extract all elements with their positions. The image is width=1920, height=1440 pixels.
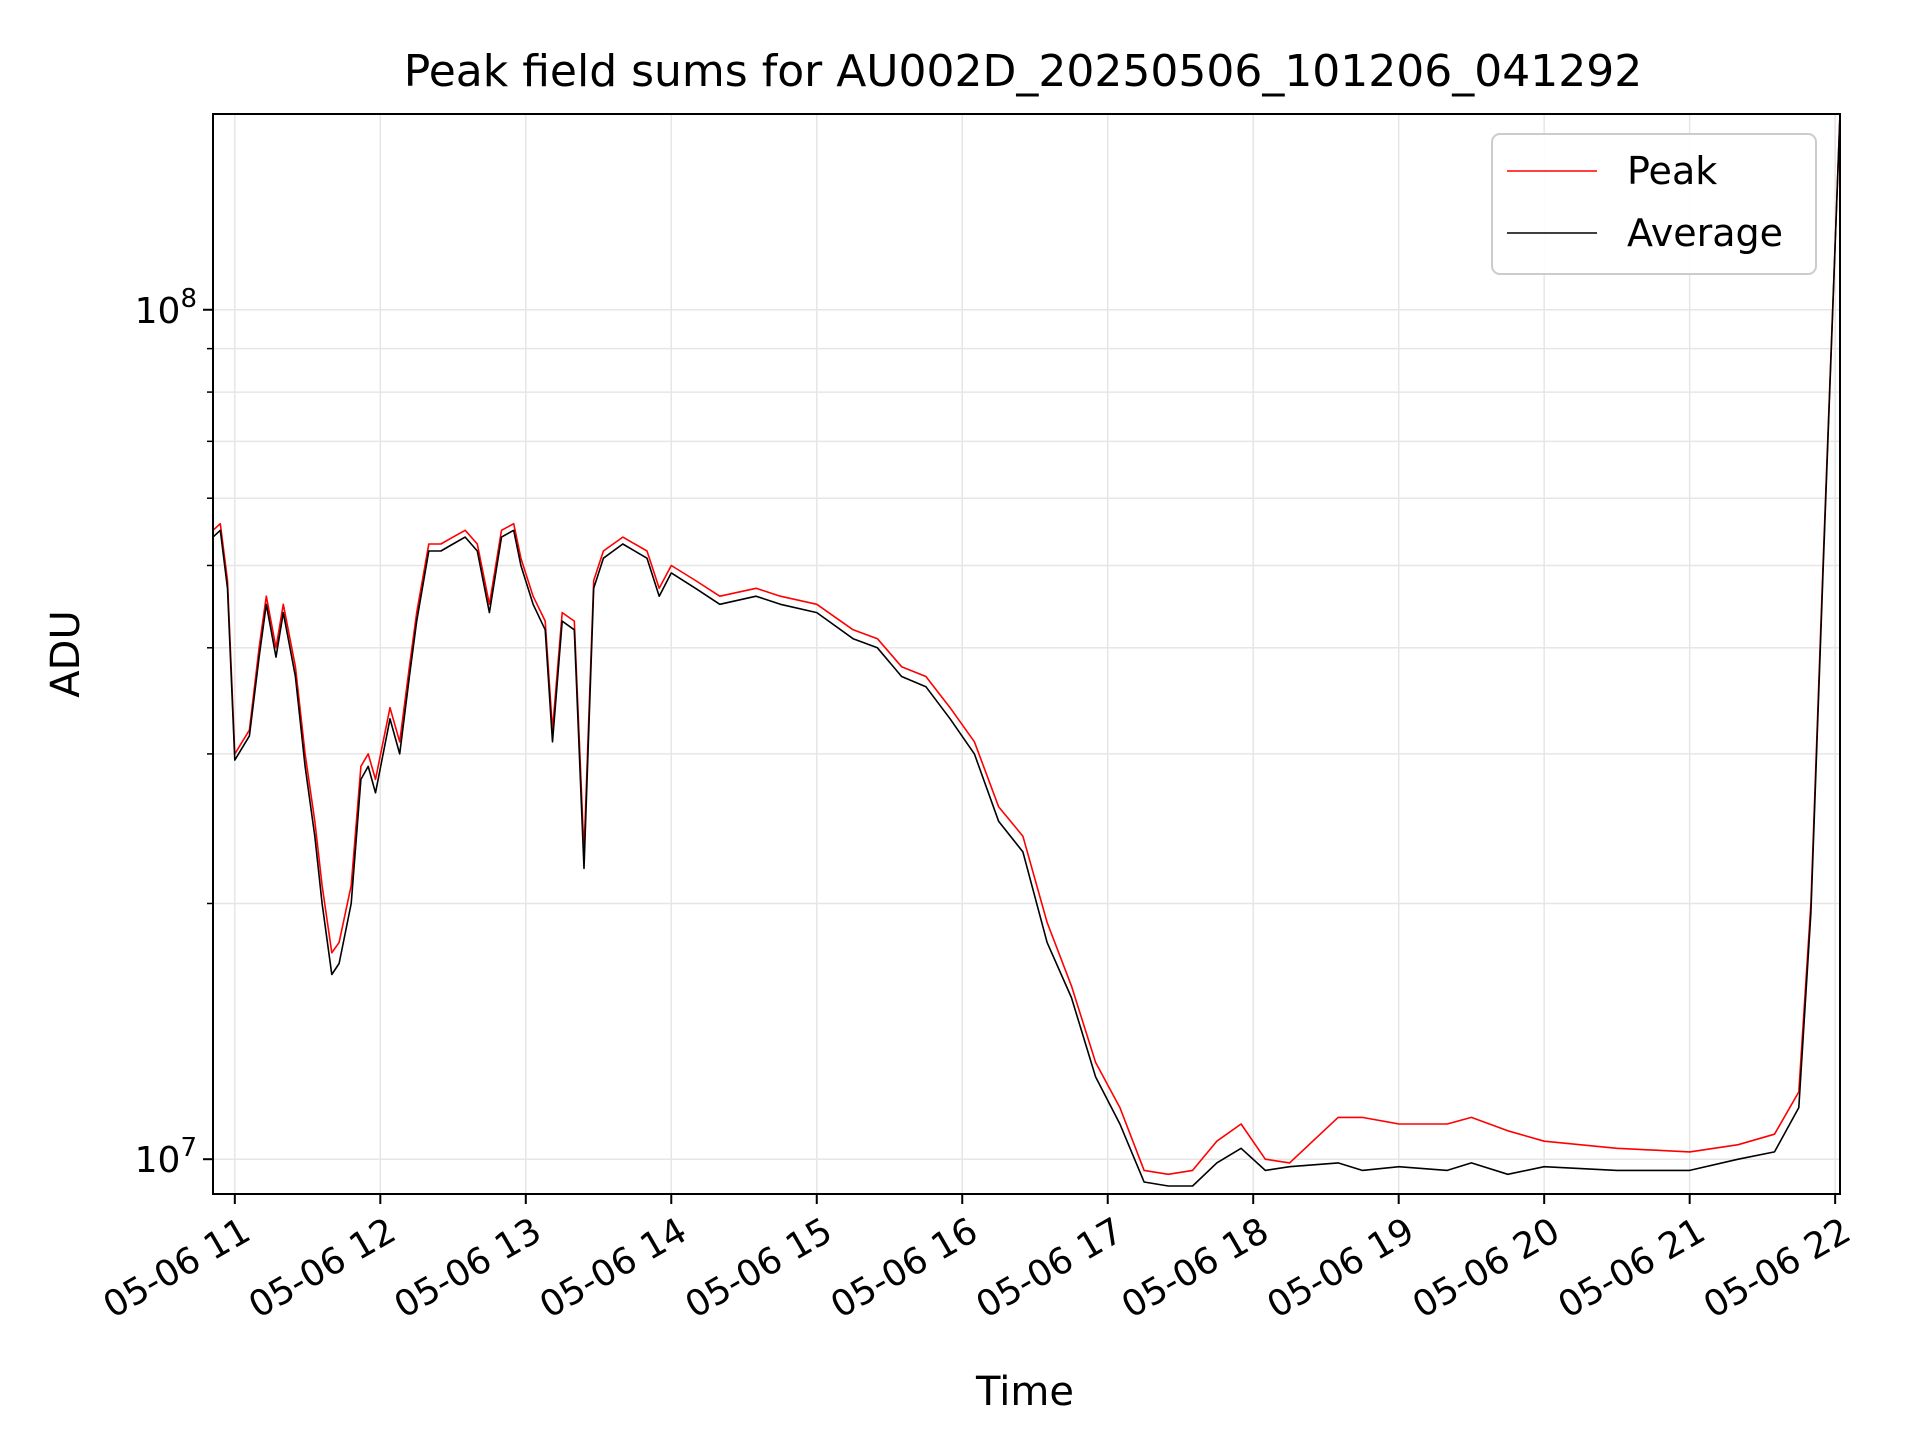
series-layer: [212, 113, 1841, 1187]
legend-box: [1491, 133, 1817, 275]
y-axis-label: ADU: [43, 610, 89, 697]
legend: Peak Average: [1491, 133, 1817, 275]
legend-label-average: Average: [1627, 211, 1783, 255]
grid: [213, 114, 1840, 1194]
series-line-peak: [212, 113, 1841, 1176]
x-axis-label: Time: [975, 1369, 1074, 1415]
chart-title: Peak field sums for AU002D_20250506_1012…: [404, 46, 1643, 97]
y-tick-label: 107: [135, 1133, 197, 1181]
plot-frame: [212, 113, 1841, 1195]
y-tick-label: 108: [135, 284, 197, 332]
legend-label-peak: Peak: [1627, 149, 1717, 193]
series-line-average: [212, 113, 1841, 1187]
y-axis-ticks: 107 108: [135, 284, 213, 1181]
